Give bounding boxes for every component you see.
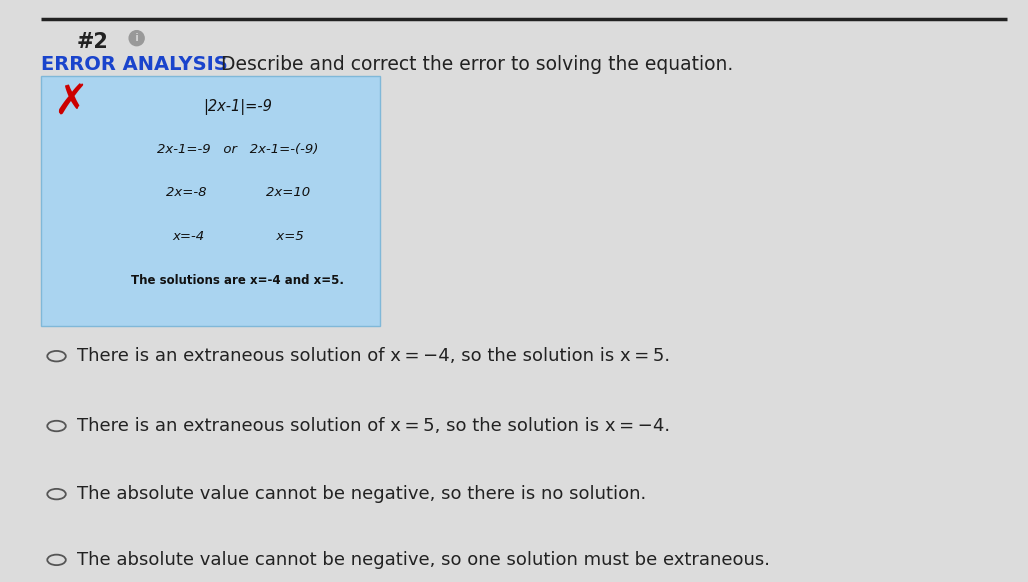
- Text: ERROR ANALYSIS: ERROR ANALYSIS: [41, 55, 228, 74]
- Text: |2x-1|=-9: |2x-1|=-9: [204, 99, 272, 115]
- Text: Describe and correct the error to solving the equation.: Describe and correct the error to solvin…: [221, 55, 733, 74]
- Text: The absolute value cannot be negative, so there is no solution.: The absolute value cannot be negative, s…: [77, 485, 647, 503]
- Text: 2x=-8              2x=10: 2x=-8 2x=10: [166, 186, 309, 199]
- Text: The absolute value cannot be negative, so one solution must be extraneous.: The absolute value cannot be negative, s…: [77, 551, 770, 569]
- Text: There is an extraneous solution of x = 5, so the solution is x = −4.: There is an extraneous solution of x = 5…: [77, 417, 670, 435]
- Text: There is an extraneous solution of x = −4, so the solution is x = 5.: There is an extraneous solution of x = −…: [77, 347, 670, 365]
- Text: #2: #2: [77, 32, 109, 52]
- Text: x=-4                 x=5: x=-4 x=5: [172, 230, 303, 243]
- Text: i: i: [132, 33, 142, 43]
- FancyBboxPatch shape: [41, 76, 380, 326]
- Text: 2x-1=-9   or   2x-1=-(-9): 2x-1=-9 or 2x-1=-(-9): [157, 143, 319, 155]
- Text: The solutions are x=-4 and x=5.: The solutions are x=-4 and x=5.: [132, 274, 344, 286]
- Text: ✗: ✗: [53, 81, 88, 123]
